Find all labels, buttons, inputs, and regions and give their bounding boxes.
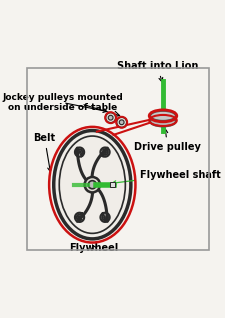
Ellipse shape [150,111,176,121]
Circle shape [117,117,127,128]
FancyBboxPatch shape [110,182,115,187]
Ellipse shape [150,111,176,121]
Ellipse shape [54,130,131,239]
FancyBboxPatch shape [150,111,176,121]
Circle shape [108,115,113,120]
Text: Jockey pulleys mounted
on underside of table: Jockey pulleys mounted on underside of t… [2,93,123,113]
Text: Flywheel shaft: Flywheel shaft [112,169,221,185]
Text: Shaft into Lion: Shaft into Lion [117,61,198,82]
Circle shape [85,177,100,192]
Circle shape [106,113,116,123]
Text: Drive pulley: Drive pulley [134,129,201,152]
Circle shape [119,120,124,125]
Text: Belt: Belt [34,133,56,172]
Text: Flywheel: Flywheel [70,243,119,252]
Ellipse shape [150,116,176,127]
Circle shape [88,181,96,189]
